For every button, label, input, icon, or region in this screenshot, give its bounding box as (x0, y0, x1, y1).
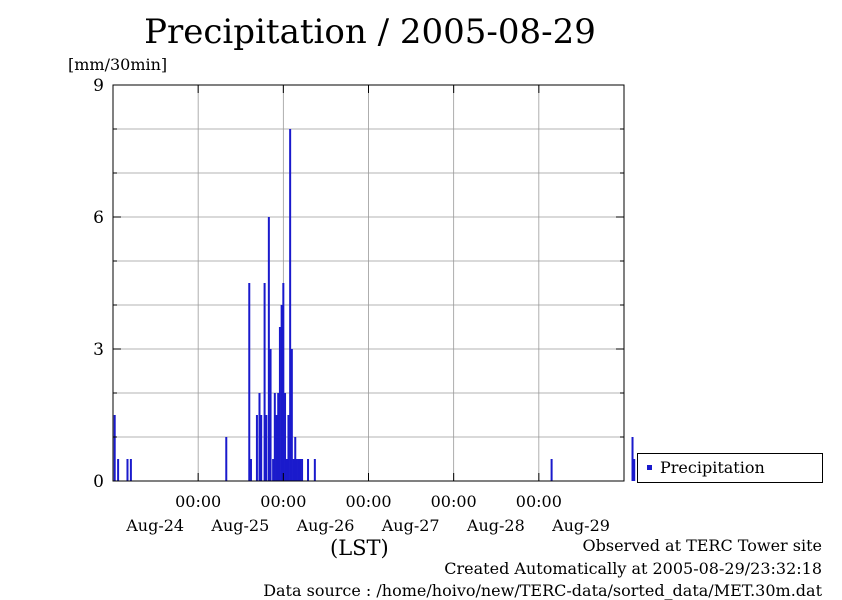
bar-series (113, 129, 636, 481)
x-tick-date-label: Aug-29 (551, 516, 610, 535)
precip-bar (301, 459, 304, 481)
x-tick-date-label: Aug-25 (210, 516, 269, 535)
precip-bar (249, 459, 252, 481)
precip-bar (297, 459, 300, 481)
x-tick-time-label: 00:00 (345, 492, 391, 511)
precip-bar (113, 415, 116, 481)
precip-bar (285, 459, 288, 481)
precip-bar (225, 437, 228, 481)
x-tick-time-label: 00:00 (516, 492, 562, 511)
precip-bar (307, 459, 310, 481)
precip-bar (117, 459, 120, 481)
precip-bar (313, 459, 316, 481)
footer-data-source: Data source : /home/hoivo/new/TERC-data/… (263, 581, 822, 600)
y-tick-label: 6 (93, 208, 104, 228)
y-tick-label: 9 (93, 76, 104, 96)
precip-bar (272, 459, 275, 481)
precip-bar (287, 415, 290, 481)
axes (112, 84, 625, 482)
precip-bar (258, 393, 261, 481)
footer-created: Created Automatically at 2005-08-29/23:3… (444, 559, 822, 578)
precip-bar (292, 459, 295, 481)
precip-bar (290, 349, 293, 481)
precip-bar (255, 415, 258, 481)
precip-bar (280, 305, 283, 481)
precip-bar (126, 459, 129, 481)
precip-bar (284, 393, 287, 481)
precip-bar (277, 393, 280, 481)
precip-bar (273, 393, 276, 481)
precip-bar (282, 283, 285, 481)
x-tick-date-label: Aug-26 (296, 516, 355, 535)
x-tick-time-label: 00:00 (175, 492, 221, 511)
y-axis-unit-label: [mm/30min] (68, 55, 168, 74)
tick-labels: 0 3 6 9 00:00 Aug-24 00:00 Aug-25 00:00 Aug-26 00:… (93, 76, 610, 535)
precip-bar (248, 283, 251, 481)
precip-bar (294, 437, 297, 481)
precip-bar (278, 327, 281, 481)
precip-bar (269, 349, 272, 481)
precip-bar (299, 459, 302, 481)
precip-bar (267, 217, 270, 481)
footer-site: Observed at TERC Tower site (582, 536, 823, 555)
y-tick-label: 0 (93, 472, 104, 492)
x-tick-time-label: 00:00 (431, 492, 477, 511)
grid-lines (113, 85, 624, 481)
legend-label: Precipitation (660, 458, 765, 477)
legend-swatch (647, 465, 652, 470)
x-tick-date-label: Aug-28 (466, 516, 525, 535)
chart-title: Precipitation / 2005-08-29 (144, 12, 596, 52)
x-tick-date-label: Aug-24 (125, 516, 184, 535)
legend: Precipitation (637, 453, 823, 483)
precip-bar (275, 415, 278, 481)
y-tick-label: 3 (93, 340, 104, 360)
precip-bar (129, 459, 132, 481)
precip-bar (295, 459, 298, 481)
precip-bar (265, 415, 268, 481)
precip-bar (631, 437, 634, 481)
precip-bar (260, 415, 263, 481)
x-tick-time-label: 00:00 (260, 492, 306, 511)
x-axis-label: (LST) (330, 536, 389, 560)
x-tick-date-label: Aug-27 (381, 516, 440, 535)
precip-bar (289, 129, 292, 481)
precip-bar (550, 459, 553, 481)
precip-bar (263, 283, 266, 481)
precip-bar (633, 459, 636, 481)
